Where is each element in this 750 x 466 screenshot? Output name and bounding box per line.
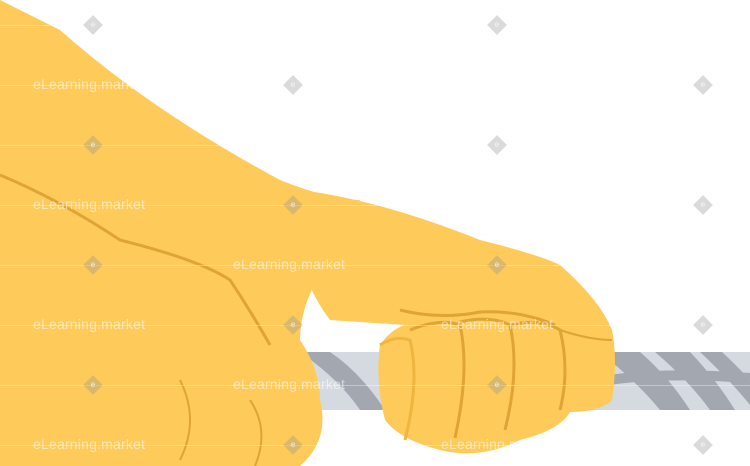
- left-arm: [0, 0, 360, 466]
- right-hand: [300, 190, 615, 454]
